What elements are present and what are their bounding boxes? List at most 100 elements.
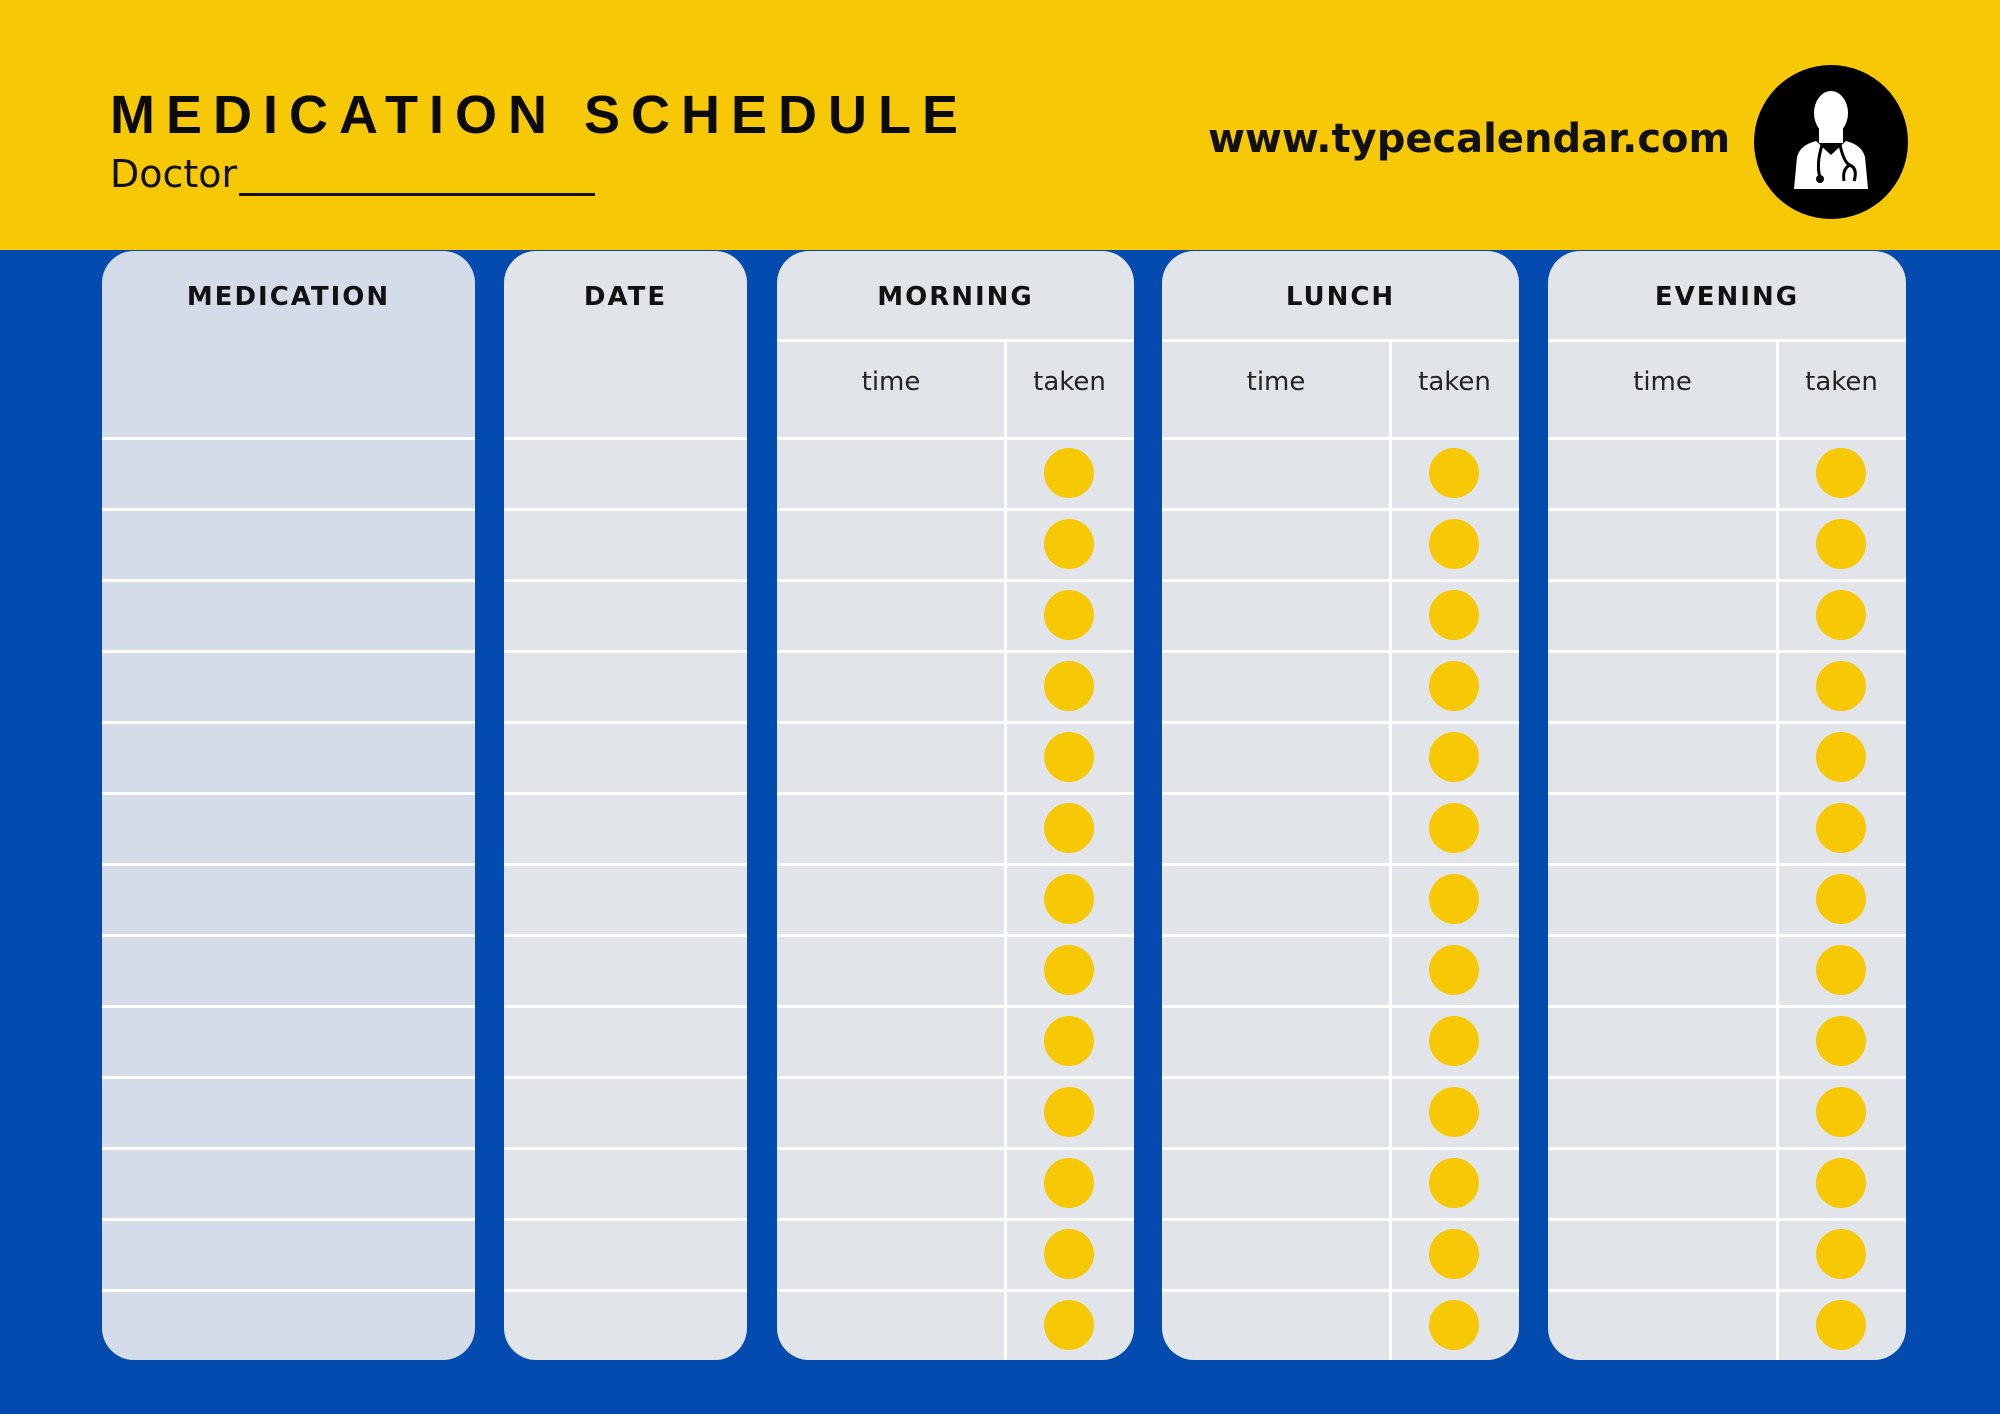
row-divider <box>102 1005 475 1008</box>
taken-checkbox[interactable] <box>1816 590 1866 640</box>
taken-checkbox[interactable] <box>1044 448 1094 498</box>
taken-checkbox[interactable] <box>1429 945 1479 995</box>
row-divider <box>1548 1218 1906 1221</box>
taken-checkbox[interactable] <box>1429 661 1479 711</box>
row-divider <box>1548 934 1906 937</box>
row-divider <box>102 863 475 866</box>
taken-checkbox[interactable] <box>1429 1158 1479 1208</box>
row-divider <box>102 650 475 653</box>
row-divider <box>777 579 1134 582</box>
evening-time-header: time <box>1633 367 1692 397</box>
taken-checkbox[interactable] <box>1816 519 1866 569</box>
row-divider <box>504 508 747 511</box>
header-divider <box>1548 339 1906 342</box>
lunch-column: LUNCH time taken <box>1162 251 1519 1360</box>
taken-checkbox[interactable] <box>1044 874 1094 924</box>
row-divider <box>504 1005 747 1008</box>
column-divider <box>1004 339 1007 1360</box>
row-divider <box>777 1147 1134 1150</box>
taken-checkbox[interactable] <box>1044 1087 1094 1137</box>
row-divider <box>504 863 747 866</box>
row-divider <box>504 721 747 724</box>
row-divider <box>1548 1289 1906 1292</box>
taken-checkbox[interactable] <box>1044 732 1094 782</box>
row-divider <box>1548 863 1906 866</box>
row-divider <box>1548 579 1906 582</box>
taken-checkbox[interactable] <box>1429 590 1479 640</box>
evening-taken-header: taken <box>1805 367 1878 397</box>
row-divider <box>1162 1005 1519 1008</box>
taken-checkbox[interactable] <box>1816 1158 1866 1208</box>
taken-checkbox[interactable] <box>1044 590 1094 640</box>
taken-checkbox[interactable] <box>1816 1229 1866 1279</box>
taken-checkbox[interactable] <box>1816 1016 1866 1066</box>
taken-checkbox[interactable] <box>1044 945 1094 995</box>
header-banner: MEDICATION SCHEDULE Doctor www.typecalen… <box>0 0 2000 250</box>
lunch-taken-header: taken <box>1418 367 1491 397</box>
row-divider <box>777 792 1134 795</box>
taken-checkbox[interactable] <box>1429 803 1479 853</box>
taken-checkbox[interactable] <box>1429 1087 1479 1137</box>
lunch-header: LUNCH <box>1285 282 1396 312</box>
row-divider <box>504 1076 747 1079</box>
doctor-input-line[interactable] <box>239 155 596 196</box>
taken-checkbox[interactable] <box>1429 448 1479 498</box>
taken-checkbox[interactable] <box>1429 1016 1479 1066</box>
evening-header: EVENING <box>1654 282 1800 312</box>
taken-checkbox[interactable] <box>1816 732 1866 782</box>
taken-checkbox[interactable] <box>1429 1300 1479 1350</box>
taken-checkbox[interactable] <box>1044 519 1094 569</box>
row-divider <box>1548 1147 1906 1150</box>
taken-checkbox[interactable] <box>1816 448 1866 498</box>
taken-checkbox[interactable] <box>1429 519 1479 569</box>
taken-checkbox[interactable] <box>1044 661 1094 711</box>
row-divider <box>1162 508 1519 511</box>
taken-checkbox[interactable] <box>1044 1229 1094 1279</box>
row-divider <box>102 508 475 511</box>
row-divider <box>1162 792 1519 795</box>
row-divider <box>504 579 747 582</box>
row-divider <box>504 1289 747 1292</box>
row-divider <box>1162 1289 1519 1292</box>
row-divider <box>1162 1076 1519 1079</box>
row-divider <box>504 1147 747 1150</box>
taken-checkbox[interactable] <box>1816 945 1866 995</box>
row-divider <box>777 721 1134 724</box>
taken-checkbox[interactable] <box>1429 1229 1479 1279</box>
row-divider <box>1548 792 1906 795</box>
doctor-field: Doctor <box>110 152 596 196</box>
taken-checkbox[interactable] <box>1044 803 1094 853</box>
taken-checkbox[interactable] <box>1816 874 1866 924</box>
row-divider <box>1162 579 1519 582</box>
taken-checkbox[interactable] <box>1429 874 1479 924</box>
evening-column: EVENING time taken <box>1548 251 1906 1360</box>
medication-column: MEDICATION <box>102 251 475 1360</box>
row-divider <box>102 1289 475 1292</box>
row-divider <box>777 1076 1134 1079</box>
row-divider <box>777 437 1134 440</box>
row-divider <box>1548 1005 1906 1008</box>
taken-checkbox[interactable] <box>1044 1300 1094 1350</box>
morning-column: MORNING time taken <box>777 251 1134 1360</box>
row-divider <box>1162 437 1519 440</box>
date-header: DATE <box>583 282 668 312</box>
taken-checkbox[interactable] <box>1044 1016 1094 1066</box>
row-divider <box>102 1147 475 1150</box>
row-divider <box>1548 437 1906 440</box>
taken-checkbox[interactable] <box>1816 1300 1866 1350</box>
page-title: MEDICATION SCHEDULE <box>110 85 970 145</box>
row-divider <box>102 792 475 795</box>
taken-checkbox[interactable] <box>1044 1158 1094 1208</box>
morning-taken-header: taken <box>1033 367 1106 397</box>
taken-checkbox[interactable] <box>1429 732 1479 782</box>
taken-checkbox[interactable] <box>1816 661 1866 711</box>
row-divider <box>777 1289 1134 1292</box>
taken-checkbox[interactable] <box>1816 803 1866 853</box>
lunch-time-header: time <box>1246 367 1306 397</box>
row-divider <box>1162 650 1519 653</box>
taken-checkbox[interactable] <box>1816 1087 1866 1137</box>
row-divider <box>102 437 475 440</box>
row-divider <box>1548 508 1906 511</box>
column-divider <box>1776 339 1779 1360</box>
row-divider <box>1162 1147 1519 1150</box>
